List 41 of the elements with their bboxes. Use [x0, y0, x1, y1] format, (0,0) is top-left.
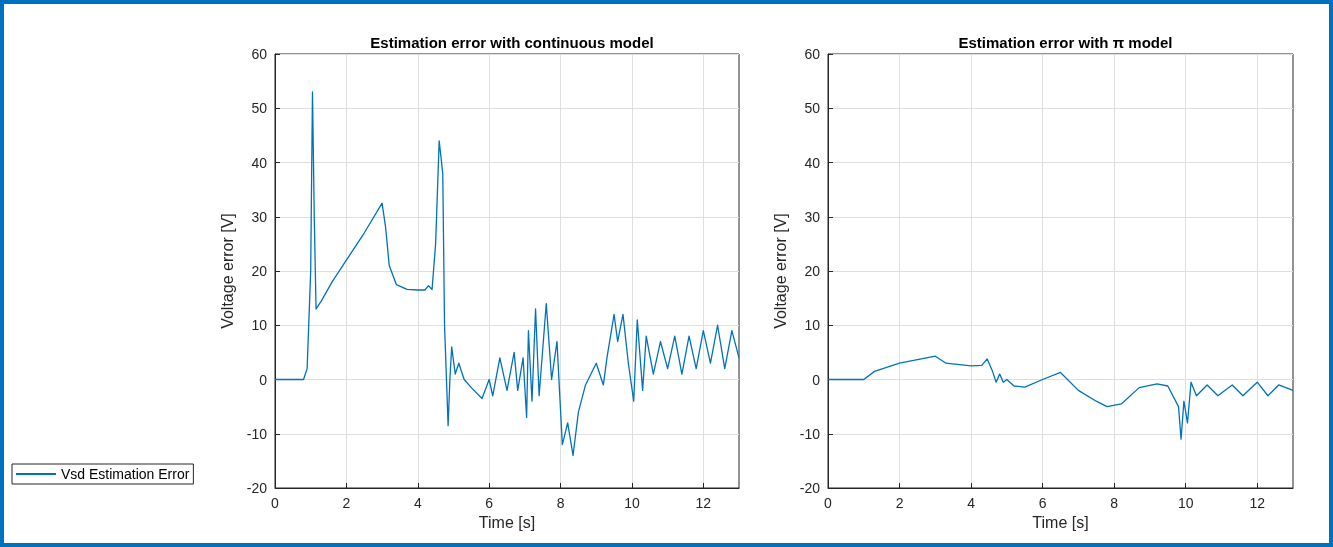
x-tick-label: 0 — [271, 495, 280, 511]
x-tick-label: 0 — [824, 495, 833, 511]
y-tick-label: 10 — [251, 317, 268, 334]
y-tick-label: 10 — [804, 317, 821, 334]
y-axis-title: Voltage error [V] — [772, 213, 790, 329]
x-tick-label: 12 — [695, 495, 712, 511]
line-series — [827, 355, 1294, 440]
y-tick-label: 50 — [804, 100, 821, 117]
y-tick-label: -10 — [799, 425, 821, 442]
y-axis-title: Voltage error [V] — [219, 213, 237, 329]
y-tick-label: 60 — [804, 46, 821, 62]
x-tick-label: 12 — [1249, 495, 1266, 511]
line-series — [274, 91, 740, 457]
chart-title: Estimation error with continuous model — [370, 34, 654, 51]
x-tick-label: 2 — [342, 495, 351, 511]
y-tick-label: 0 — [259, 371, 268, 388]
y-tick-label: 30 — [251, 208, 268, 225]
x-tick-label: 10 — [1177, 495, 1194, 511]
y-tick-label: -10 — [246, 425, 268, 442]
x-tick-label: 6 — [1038, 495, 1047, 511]
x-tick-label: 4 — [413, 495, 422, 511]
y-tick-label: 0 — [812, 371, 821, 388]
legend-label: Vsd Estimation Error — [61, 466, 190, 482]
x-tick-label: 10 — [624, 495, 640, 511]
y-tick-label: 20 — [804, 263, 821, 279]
y-tick-label: -20 — [799, 480, 821, 496]
x-axis-title: Time [s] — [478, 514, 536, 532]
x-tick-label: 8 — [1110, 495, 1119, 511]
chart-title: Estimation error with π model — [958, 34, 1173, 51]
x-tick-label: 8 — [556, 495, 565, 511]
y-tick-label: 30 — [804, 208, 821, 225]
x-tick-label: 6 — [485, 495, 494, 511]
y-tick-label: -20 — [246, 480, 268, 496]
y-tick-label: 60 — [251, 46, 268, 62]
x-tick-label: 2 — [895, 495, 904, 511]
x-tick-label: 4 — [967, 495, 976, 511]
y-tick-label: 40 — [251, 154, 268, 171]
y-tick-label: 20 — [251, 263, 268, 279]
y-tick-label: 50 — [251, 100, 268, 117]
x-axis-title: Time [s] — [1032, 514, 1089, 532]
y-tick-label: 40 — [804, 154, 821, 171]
